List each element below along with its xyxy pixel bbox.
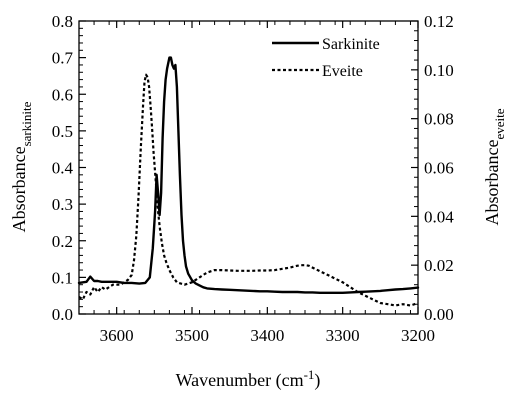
x-axis-title: Wavenumber (cm-1) [176,367,321,391]
eveite-series-line [78,73,419,307]
left-tick-label: 0.2 [52,232,73,251]
legend-eveite-label: Eveite [322,63,363,80]
left-axis-title: Absorbancesarkinite [9,101,34,232]
x-axis-ticks: 3600 3500 3400 3300 3200 [78,21,435,345]
legend-sarkinite-label: Sarkinite [322,36,380,53]
right-tick-label: 0.08 [424,110,454,129]
series-layer [77,56,420,307]
right-tick-label: 0.06 [424,159,454,178]
sarkinite-series-line [77,56,420,294]
x-tick-label: 3300 [326,326,360,345]
right-tick-label: 0.02 [424,256,454,275]
left-tick-label: 0.7 [52,49,74,68]
right-tick-label: 0.12 [424,12,454,31]
x-tick-label: 3400 [250,326,284,345]
legend: Sarkinite Eveite [272,36,380,80]
left-tick-label: 0.1 [52,268,73,287]
right-axis-ticks: 0.00 0.02 0.04 0.06 0.08 0.10 0.12 [411,12,454,324]
left-tick-label: 0.8 [52,12,73,31]
left-tick-label: 0.6 [52,85,73,104]
left-tick-label: 0.4 [52,159,74,178]
right-axis-title: Absorbanceeveite [482,108,507,225]
x-tick-label: 3500 [175,326,209,345]
left-tick-label: 0.5 [52,122,73,141]
right-tick-label: 0.00 [424,305,454,324]
left-tick-label: 0.0 [52,305,73,324]
left-axis-ticks: 0.0 0.1 0.2 0.3 0.4 0.5 0.6 0.7 0.8 [52,12,86,324]
right-tick-label: 0.04 [424,207,454,226]
left-tick-label: 0.3 [52,195,73,214]
right-tick-label: 0.10 [424,61,454,80]
x-tick-label: 3600 [100,326,134,345]
x-tick-label: 3200 [401,326,435,345]
